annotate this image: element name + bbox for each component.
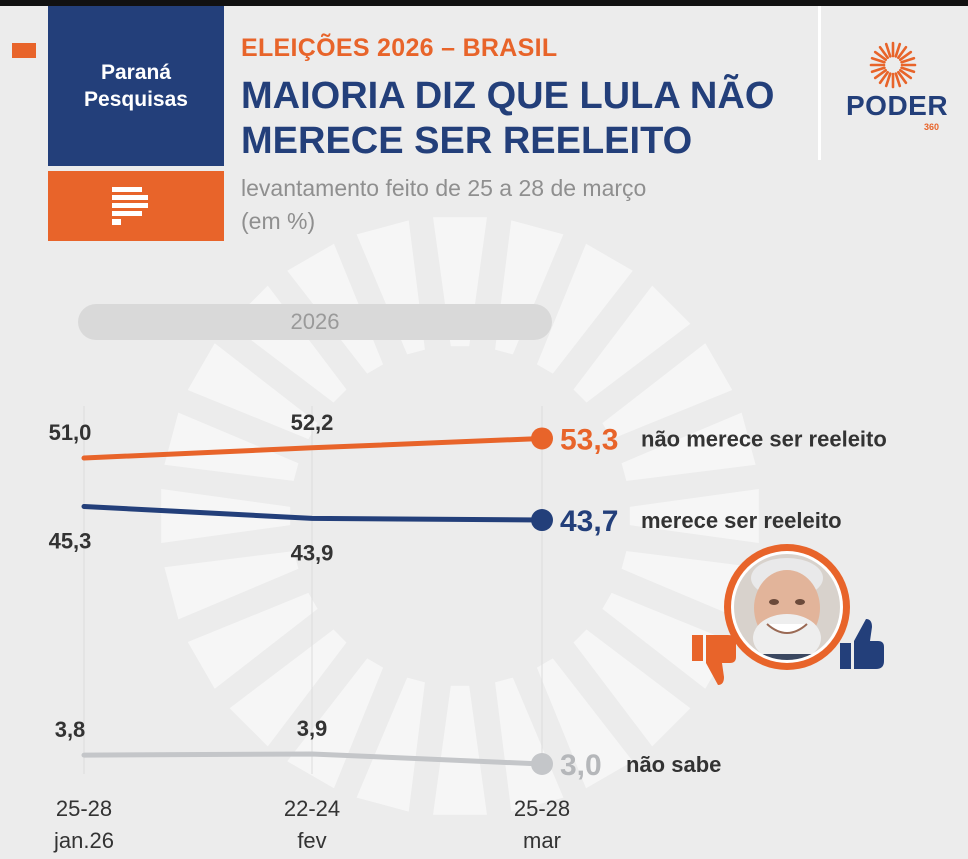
subtitle-line1: levantamento feito de 25 a 28 de março <box>241 175 647 201</box>
series-name-label: merece ser reeleito <box>641 508 842 533</box>
x-tick-label: mar <box>523 828 561 853</box>
watermark-ray <box>573 285 691 403</box>
poder-sun-ray <box>898 50 913 62</box>
series-line <box>81 751 545 767</box>
poder360-logo: PODER 360 <box>846 40 949 150</box>
series-end-marker <box>531 753 553 775</box>
poder-sun-ray <box>870 56 886 64</box>
watermark-ray <box>495 677 564 812</box>
series-name-label: não merece ser reeleito <box>641 426 887 451</box>
thumbs-down-icon <box>692 635 736 685</box>
poder-sun-ray <box>884 42 892 58</box>
poder-sun-ray <box>870 66 886 74</box>
data-label: 43,7 <box>560 505 618 538</box>
series-line <box>81 503 545 523</box>
parana-pesquisas-logo: Paraná Pesquisas <box>48 6 224 166</box>
watermark-ray <box>229 629 347 747</box>
x-tick-label: jan.26 <box>53 828 114 853</box>
data-label: 51,0 <box>49 420 92 445</box>
watermark-ray <box>573 629 691 747</box>
x-tick-label: 25-28 <box>514 796 570 821</box>
series-name-label: não sabe <box>626 752 721 777</box>
watermark-ray <box>164 412 299 481</box>
poder-sun-ray <box>896 45 908 60</box>
x-tick-label: fev <box>297 828 326 853</box>
lula-portrait <box>724 544 850 670</box>
data-label: 3,9 <box>297 716 328 741</box>
page-title: MAIORIA DIZ QUE LULA NÃO MERECE SER REEL… <box>241 75 775 162</box>
poder-sun-ray <box>896 70 908 85</box>
watermark-ray <box>433 685 487 815</box>
series-end-marker <box>531 427 553 450</box>
subtitle: levantamento feito de 25 a 28 de março (… <box>241 172 801 238</box>
data-label: 52,2 <box>291 410 334 435</box>
poder-sun-ray <box>900 66 916 74</box>
brand-marker <box>12 43 36 58</box>
data-label: 43,9 <box>291 540 334 565</box>
poder-sun-ray <box>878 45 890 60</box>
brand-name-line1: Paraná <box>100 61 172 84</box>
line-chart: 51,0 52,2 53,3 não merece ser reeleito 45,3 4… <box>49 406 887 853</box>
infographic: Paraná Pesquisas ELEIÇÕES 2026 – BRASIL … <box>0 6 968 859</box>
watermark-ray <box>621 412 756 481</box>
poder-sun-ray <box>884 72 892 88</box>
watermark-ray <box>536 243 633 374</box>
watermark-ray <box>187 343 318 440</box>
x-tick-label: 22-24 <box>284 796 340 821</box>
poder-sun-ray <box>900 56 916 64</box>
watermark-ray <box>164 551 299 620</box>
watermark-ray <box>356 677 425 812</box>
poder-sun-ray <box>894 72 902 88</box>
data-label: 45,3 <box>49 528 92 553</box>
header-divider <box>818 6 821 160</box>
watermark-ray <box>621 551 756 620</box>
eyebrow: ELEIÇÕES 2026 – BRASIL <box>241 34 558 62</box>
data-label: 3,8 <box>55 717 86 742</box>
poder-sun-ray <box>878 70 890 85</box>
poder-sun-ray <box>873 50 888 62</box>
watermark-ray <box>187 592 318 689</box>
data-label: 53,3 <box>560 423 618 456</box>
series-end-marker <box>531 509 553 532</box>
series-line <box>81 435 545 461</box>
poder-sun-ray <box>894 42 902 58</box>
brand-name-line2: Pesquisas <box>84 88 188 111</box>
x-tick-label: 25-28 <box>56 796 112 821</box>
poder-word: PODER <box>846 90 949 121</box>
parana-pesquisas-p-icon <box>112 187 148 225</box>
watermark-ray <box>602 592 733 689</box>
poder-sun-ray <box>873 68 888 80</box>
period-pill: 2026 <box>78 304 552 340</box>
poder-sun-icon <box>869 41 917 89</box>
data-label: 3,0 <box>560 749 602 782</box>
subtitle-line2: (em %) <box>241 208 316 234</box>
poder-number: 360 <box>924 122 940 132</box>
watermark-ray <box>629 489 759 543</box>
watermark-ray <box>602 343 733 440</box>
thumbs-up-icon <box>840 619 884 669</box>
watermark-ray <box>536 658 633 789</box>
top-border <box>0 0 968 6</box>
poder-sun-ray <box>898 68 913 80</box>
